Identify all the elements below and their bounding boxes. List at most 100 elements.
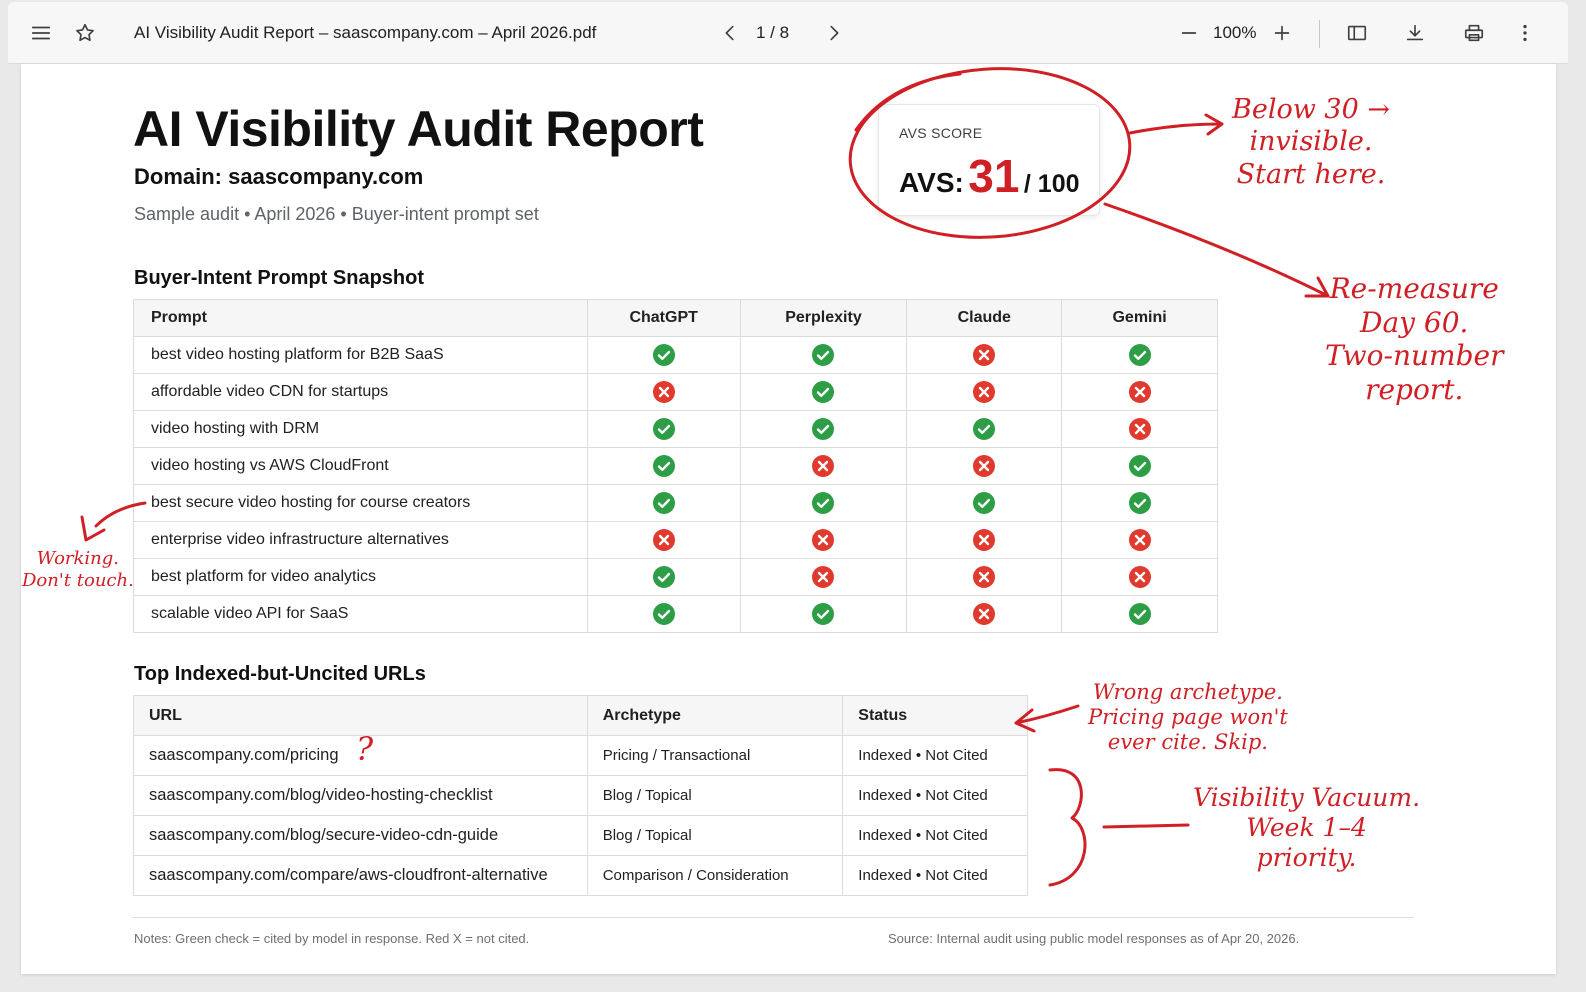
table-row: video hosting vs AWS CloudFront — [133, 447, 1218, 485]
check-circle-icon — [1128, 491, 1152, 515]
footer-source: Source: Internal audit using public mode… — [888, 931, 1300, 946]
check-circle-icon — [811, 417, 835, 441]
status-cell: Indexed • Not Cited — [842, 855, 1028, 896]
zoom-in-icon[interactable] — [1266, 17, 1298, 49]
citation-cell — [586, 595, 741, 633]
check-circle-icon — [972, 491, 996, 515]
download-icon[interactable] — [1399, 17, 1431, 49]
x-circle-icon — [972, 343, 996, 367]
star-icon[interactable] — [69, 17, 101, 49]
prompt-cell: video hosting vs AWS CloudFront — [133, 447, 588, 485]
annotation-question-mark: ? — [356, 730, 374, 768]
citation-cell — [1061, 484, 1218, 522]
zoom-level[interactable]: 100% — [1213, 23, 1257, 42]
url-cell: saascompany.com/pricing — [133, 735, 588, 776]
check-circle-icon — [1128, 602, 1152, 626]
table-row: saascompany.com/blog/video-hosting-check… — [133, 775, 1028, 816]
page-indicator[interactable]: 1 / 8 — [756, 23, 790, 42]
status-cell: Indexed • Not Cited — [842, 775, 1028, 816]
table-row: saascompany.com/pricing Pricing / Transa… — [133, 735, 1028, 776]
table-row: best platform for video analytics — [133, 558, 1218, 596]
menu-icon[interactable] — [25, 17, 57, 49]
citation-cell — [1061, 521, 1218, 559]
table-row: enterprise video infrastructure alternat… — [133, 521, 1218, 559]
annotation-remeasure: Re-measure Day 60. Two-number report. — [1325, 272, 1503, 406]
url-cell: saascompany.com/blog/video-hosting-check… — [133, 775, 588, 816]
url-link[interactable]: saascompany.com/blog/video-hosting-check… — [149, 786, 493, 804]
citation-cell — [906, 373, 1063, 411]
citation-cell — [906, 521, 1063, 559]
table-row: best video hosting platform for B2B SaaS — [133, 336, 1218, 374]
previous-page-icon[interactable] — [714, 17, 746, 49]
archetype-cell: Blog / Topical — [586, 815, 844, 856]
x-circle-icon — [652, 528, 676, 552]
zoom-out-icon[interactable] — [1173, 17, 1205, 49]
citation-cell — [1061, 595, 1218, 633]
column-header: Gemini — [1061, 299, 1218, 337]
fit-page-icon[interactable] — [1341, 17, 1373, 49]
citation-cell — [586, 447, 741, 485]
x-circle-icon — [1128, 565, 1152, 589]
url-table: URL Archetype Status saascompany.com/pri… — [133, 695, 1028, 896]
table-row: affordable video CDN for startups — [133, 373, 1218, 411]
citation-cell — [739, 558, 908, 596]
check-circle-icon — [972, 417, 996, 441]
check-circle-icon — [811, 602, 835, 626]
document-title: AI Visibility Audit Report – saascompany… — [134, 23, 597, 42]
column-header: Perplexity — [739, 299, 908, 337]
citation-cell — [1061, 410, 1218, 448]
toolbar-divider — [1319, 20, 1320, 48]
table-row: best secure video hosting for course cre… — [133, 484, 1218, 522]
citation-cell — [739, 410, 908, 448]
check-circle-icon — [652, 602, 676, 626]
x-circle-icon — [972, 454, 996, 478]
citation-cell — [906, 558, 1063, 596]
score-value: 31 — [968, 150, 1020, 202]
score-line: AVS: 31 / 100 — [899, 149, 1080, 203]
citation-cell — [739, 447, 908, 485]
next-page-icon[interactable] — [818, 17, 850, 49]
citation-cell — [739, 373, 908, 411]
prompt-table-title: Buyer-Intent Prompt Snapshot — [134, 267, 425, 289]
citation-cell — [739, 521, 908, 559]
citation-cell — [586, 410, 741, 448]
annotation-score: Below 30 → invisible. Start here. — [1232, 94, 1390, 191]
x-circle-icon — [811, 565, 835, 589]
table-row: saascompany.com/compare/aws-cloudfront-a… — [133, 855, 1028, 896]
more-options-icon[interactable] — [1509, 17, 1541, 49]
x-circle-icon — [1128, 417, 1152, 441]
annotation-line: invisible. — [1249, 126, 1373, 158]
annotation-working: Working. Don't touch. — [22, 548, 134, 591]
report-domain: Domain: saascompany.com — [134, 164, 424, 189]
url-link[interactable]: saascompany.com/compare/aws-cloudfront-a… — [149, 866, 548, 884]
citation-cell — [586, 558, 741, 596]
url-link[interactable]: saascompany.com/blog/secure-video-cdn-gu… — [149, 826, 499, 844]
check-circle-icon — [1128, 343, 1152, 367]
prompt-cell: enterprise video infrastructure alternat… — [133, 521, 588, 559]
print-icon[interactable] — [1458, 17, 1490, 49]
url-link[interactable]: saascompany.com/pricing — [149, 746, 339, 764]
table-row: scalable video API for SaaS — [133, 595, 1218, 633]
archetype-cell: Pricing / Transactional — [586, 735, 844, 776]
annotation-line: Day 60. — [1360, 305, 1469, 339]
annotation-line: Wrong archetype. — [1092, 680, 1283, 704]
annotation-line: Pricing page won't — [1088, 705, 1288, 730]
annotation-vacuum: Visibility Vacuum. Week 1–4 priority. — [1193, 783, 1420, 873]
table-row: video hosting with DRM — [133, 410, 1218, 448]
x-circle-icon — [972, 602, 996, 626]
x-circle-icon — [1128, 380, 1152, 404]
citation-cell — [906, 484, 1063, 522]
prompt-cell: affordable video CDN for startups — [133, 373, 588, 411]
prompt-table-header: Prompt ChatGPT Perplexity Claude Gemini — [133, 299, 1218, 337]
citation-cell — [586, 373, 741, 411]
column-header: URL — [133, 695, 588, 736]
annotation-line: ever cite. Skip. — [1107, 730, 1268, 755]
citation-cell — [1061, 447, 1218, 485]
citation-cell — [586, 336, 741, 374]
report-title: AI Visibility Audit Report — [133, 101, 704, 157]
check-circle-icon — [811, 380, 835, 404]
annotation-line: report. — [1365, 372, 1464, 406]
column-header: Prompt — [133, 299, 588, 337]
avs-score-card: AVS SCORE AVS: 31 / 100 — [878, 104, 1100, 216]
pdf-viewer-toolbar: AI Visibility Audit Report – saascompany… — [8, 2, 1568, 64]
